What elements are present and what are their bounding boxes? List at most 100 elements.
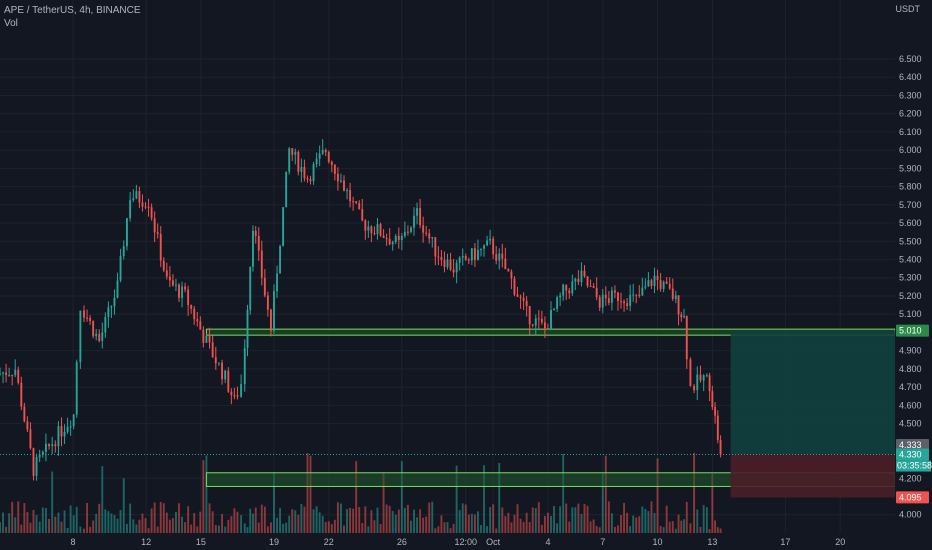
volume-bar	[20, 524, 23, 533]
volume-bar	[321, 515, 324, 533]
candle-body	[431, 237, 434, 239]
volume-bar	[355, 461, 358, 533]
volume-bar	[181, 516, 183, 533]
countdown-badge	[896, 460, 931, 472]
price-tick-label: 5.700	[899, 200, 922, 210]
candle-body	[388, 238, 391, 245]
candle-body	[0, 373, 1, 375]
candle-body	[208, 335, 211, 343]
volume-bar	[516, 504, 519, 533]
volume-bar	[135, 524, 138, 533]
price-badge-text: 4.333	[899, 440, 922, 450]
candle-body	[382, 235, 385, 239]
volume-bar	[562, 453, 565, 533]
candle-body	[610, 290, 613, 303]
price-tick-label: 6.400	[899, 72, 922, 82]
volume-bar	[550, 515, 552, 533]
volume-bar	[574, 507, 577, 533]
volume-bar	[623, 502, 626, 533]
volume-bar	[294, 510, 297, 533]
volume-bar	[138, 519, 141, 533]
candle-body	[14, 369, 17, 376]
price-tick-label: 6.200	[899, 109, 922, 119]
candle-body	[116, 280, 119, 298]
volume-bar	[352, 508, 355, 533]
volume-bar	[297, 514, 300, 533]
time-axis[interactable]: 8 12 15 19 22 26 12:00 Oct 4 7 10 13 17 20	[0, 533, 895, 550]
volume-bar	[711, 473, 714, 533]
volume-bar	[586, 505, 589, 533]
volume-bar	[110, 513, 113, 533]
candle-body	[352, 201, 355, 203]
volume-bar	[252, 513, 254, 533]
volume-bar	[187, 506, 190, 533]
candle-body	[110, 306, 113, 308]
volume-bar	[547, 512, 549, 533]
price-badge	[896, 439, 929, 452]
candle-body	[440, 256, 443, 260]
candle-body	[361, 209, 364, 221]
volume-indicator-label[interactable]: Vol	[4, 18, 18, 29]
volume-bar	[240, 515, 243, 533]
price-tick-label: 5.900	[899, 163, 922, 173]
volume-bar	[671, 521, 674, 533]
candle-body	[8, 375, 11, 377]
candle-body	[644, 286, 647, 288]
candle-body	[122, 246, 125, 257]
candle-body	[364, 220, 367, 231]
volume-bar	[279, 508, 282, 533]
candle-body	[553, 308, 555, 310]
volume-bar	[534, 508, 537, 533]
symbol-title[interactable]: APE / TetherUS, 4h, BINANCE	[4, 5, 141, 16]
candle-body	[629, 294, 632, 306]
volume-bar	[230, 516, 233, 533]
candle-body	[147, 206, 150, 208]
volume-bar	[233, 508, 236, 533]
volume-bar	[464, 504, 467, 533]
candle-body	[300, 167, 303, 172]
volume-bar	[577, 503, 580, 533]
volume-bar	[498, 462, 501, 533]
candle-body	[171, 280, 174, 286]
candle-body	[282, 207, 285, 247]
volume-bar	[86, 502, 89, 533]
candle-body	[129, 200, 132, 219]
candle-body	[279, 246, 282, 274]
volume-bar	[5, 526, 8, 533]
volume-bar	[689, 523, 692, 533]
volume-bar	[693, 452, 696, 533]
candle-body	[705, 375, 708, 377]
candle-body	[623, 301, 626, 304]
price-tick-label: 5.500	[899, 236, 922, 246]
long-position-tool[interactable]	[0, 330, 895, 498]
candle-body	[437, 256, 440, 258]
volume-bar	[107, 511, 110, 533]
candle-body	[181, 286, 183, 298]
volume-bar	[446, 522, 449, 533]
volume-bar	[162, 503, 165, 533]
candle-body	[29, 429, 32, 449]
candle-body	[327, 152, 330, 162]
candle-body	[635, 294, 638, 296]
countdown-text: 03:35:58	[897, 461, 932, 471]
volume-bar	[656, 458, 659, 533]
candle-body	[489, 238, 492, 241]
volume-bar	[437, 526, 440, 533]
candle-body	[273, 291, 275, 331]
candle-body	[595, 287, 598, 298]
time-tick-label: 22	[324, 537, 334, 547]
volume-bar	[336, 502, 339, 533]
volume-bar	[696, 509, 699, 533]
candle-body	[343, 180, 345, 191]
candle-body	[495, 254, 498, 261]
candle-body	[385, 238, 388, 240]
candle-body	[685, 316, 688, 360]
time-tick-label: 10	[653, 537, 663, 547]
time-tick-label: 12	[141, 537, 151, 547]
volume-bar	[425, 516, 428, 533]
candle-body	[187, 289, 190, 306]
volume-bar	[144, 518, 147, 533]
candle-body	[370, 226, 373, 234]
volume-bar	[537, 502, 540, 533]
